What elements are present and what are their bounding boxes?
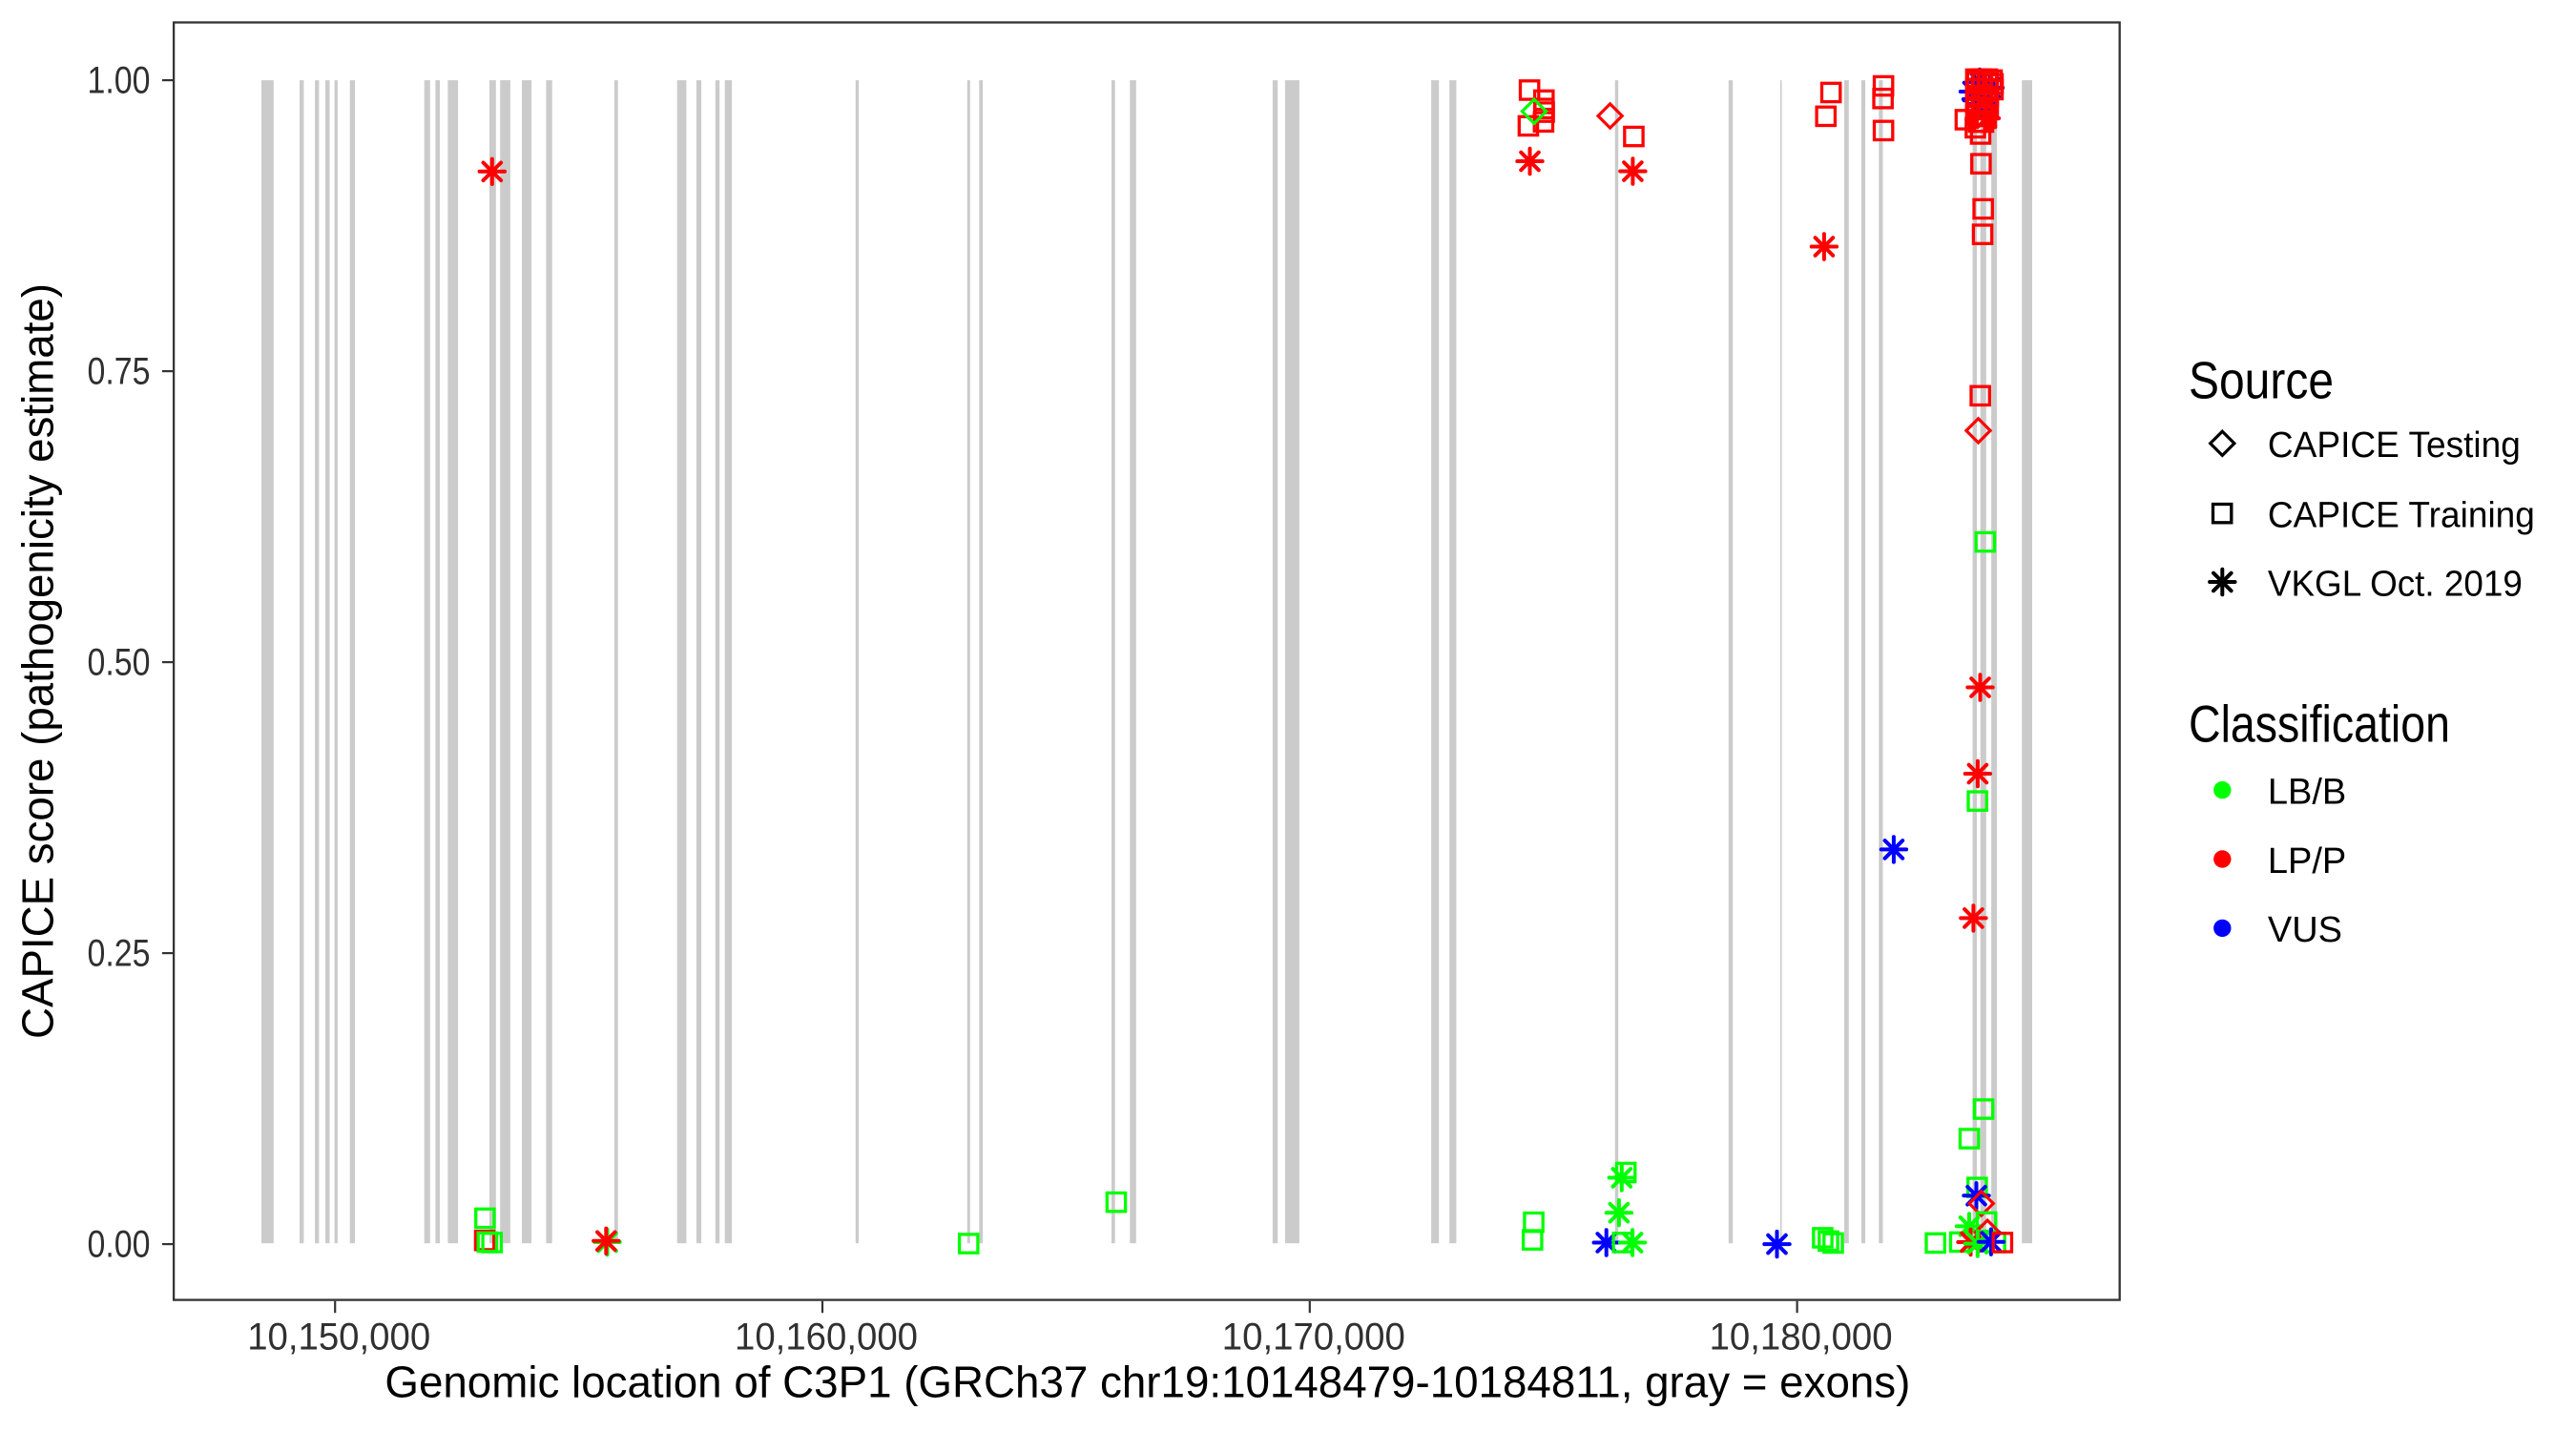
svg-text:CAPICE Testing: CAPICE Testing bbox=[2268, 425, 2521, 466]
svg-text:CAPICE Training: CAPICE Training bbox=[2268, 495, 2535, 535]
svg-text:CAPICE score (pathogenicity es: CAPICE score (pathogenicity estimate) bbox=[13, 283, 63, 1039]
svg-text:VUS: VUS bbox=[2268, 910, 2342, 950]
svg-text:VKGL Oct. 2019: VKGL Oct. 2019 bbox=[2268, 564, 2523, 604]
svg-text:10,180,000: 10,180,000 bbox=[1710, 1317, 1893, 1358]
svg-text:10,160,000: 10,160,000 bbox=[735, 1317, 918, 1358]
svg-text:LP/P: LP/P bbox=[2268, 841, 2346, 881]
svg-text:Classification: Classification bbox=[2189, 695, 2450, 754]
svg-text:0.00: 0.00 bbox=[88, 1224, 151, 1266]
svg-text:10,170,000: 10,170,000 bbox=[1222, 1317, 1405, 1358]
svg-text:0.25: 0.25 bbox=[88, 933, 151, 975]
svg-text:LB/B: LB/B bbox=[2268, 772, 2346, 812]
svg-text:Source: Source bbox=[2189, 350, 2334, 409]
svg-text:10,150,000: 10,150,000 bbox=[247, 1317, 430, 1358]
svg-text:Genomic location of C3P1 (GRCh: Genomic location of C3P1 (GRCh37 chr19:1… bbox=[384, 1358, 1910, 1407]
svg-text:0.75: 0.75 bbox=[88, 351, 151, 393]
svg-text:0.50: 0.50 bbox=[88, 642, 151, 684]
svg-text:1.00: 1.00 bbox=[88, 60, 151, 102]
